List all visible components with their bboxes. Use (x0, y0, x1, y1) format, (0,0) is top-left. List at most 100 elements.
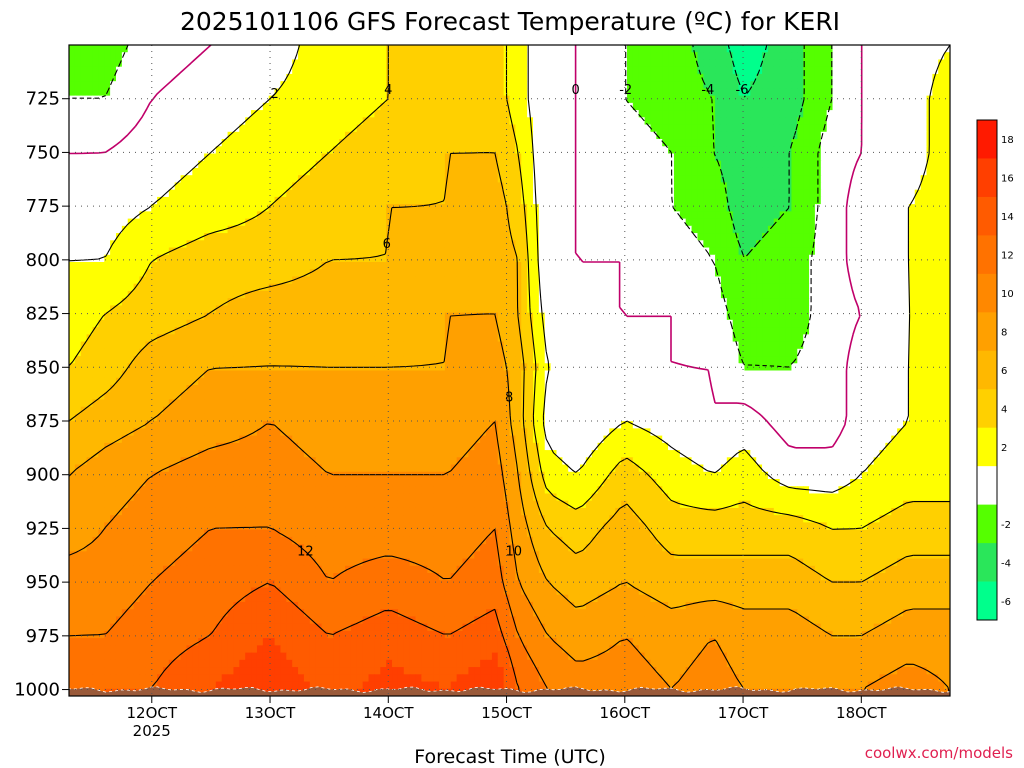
heat-cell (356, 124, 364, 133)
heat-cell (556, 189, 563, 198)
heat-cell (268, 225, 276, 234)
heat-cell (168, 88, 176, 97)
heat-cell (638, 139, 646, 147)
heat-cell (903, 167, 910, 176)
heat-cell (609, 211, 616, 220)
heat-cell (932, 269, 939, 278)
heat-cell (603, 81, 610, 89)
heat-cell (809, 81, 816, 89)
heat-cell (527, 182, 534, 191)
heat-cell (621, 81, 628, 89)
heat-cell (762, 211, 769, 220)
heat-cell (92, 52, 99, 61)
heat-cell (427, 131, 434, 140)
heat-cell (679, 59, 687, 68)
heat-cell (879, 167, 886, 176)
heat-cell (632, 73, 640, 82)
heat-cell (497, 211, 505, 220)
heat-cell (127, 262, 135, 270)
heat-cell (180, 254, 188, 263)
heat-cell (762, 102, 769, 111)
heat-cell (785, 262, 793, 270)
heat-cell (797, 146, 804, 155)
heat-cell (538, 81, 546, 89)
heat-cell (439, 233, 446, 241)
heat-cell (938, 59, 945, 68)
heat-cell (444, 153, 452, 162)
heat-cell (198, 254, 205, 263)
heat-cell (162, 153, 170, 162)
heat-cell (145, 182, 152, 191)
heat-cell (92, 276, 99, 285)
heat-cell (944, 110, 950, 118)
heat-cell (838, 110, 845, 118)
heat-cell (433, 175, 440, 184)
heat-cell (920, 124, 928, 133)
heat-cell (926, 182, 933, 191)
heat-cell (121, 218, 129, 227)
heat-cell (585, 110, 593, 118)
heat-cell (192, 59, 199, 68)
heat-cell (838, 175, 845, 184)
heat-cell (615, 240, 622, 249)
heat-cell (497, 225, 505, 234)
heat-cell (632, 131, 640, 140)
heat-cell (333, 196, 340, 205)
heat-cell (744, 160, 751, 169)
heat-cell (703, 262, 710, 270)
heat-cell (415, 124, 422, 133)
heat-cell (503, 240, 511, 249)
heat-cell (339, 110, 346, 118)
heat-cell (797, 269, 804, 278)
heat-cell (168, 73, 176, 82)
heat-cell (691, 110, 699, 118)
heat-cell (791, 189, 798, 198)
heat-cell (897, 269, 904, 278)
heat-cell (315, 95, 323, 104)
heat-cell (791, 247, 798, 256)
heat-cell (345, 146, 352, 155)
heat-cell (174, 225, 182, 234)
heat-cell (110, 131, 117, 140)
heat-cell (497, 276, 505, 285)
heat-cell (861, 117, 869, 126)
heat-cell (239, 117, 246, 126)
heat-cell (832, 269, 839, 278)
heat-cell (409, 196, 417, 205)
heat-cell (309, 254, 317, 263)
heat-cell (204, 262, 211, 270)
heat-cell (791, 276, 798, 285)
heat-cell (403, 81, 411, 89)
heat-cell (180, 225, 188, 234)
heat-cell (350, 247, 358, 256)
heat-cell (738, 146, 746, 155)
heat-cell (767, 218, 775, 227)
heat-cell (532, 52, 540, 61)
heat-cell (632, 211, 640, 220)
heat-cell (756, 102, 763, 111)
heat-cell (527, 247, 534, 256)
heat-cell (339, 283, 346, 292)
heat-cell (856, 66, 863, 75)
heat-cell (315, 102, 323, 111)
heat-cell (110, 139, 117, 147)
heat-cell (926, 276, 933, 285)
heat-cell (69, 73, 76, 82)
heat-cell (121, 175, 129, 184)
heat-cell (897, 153, 904, 162)
heat-cell (562, 218, 569, 227)
heat-cell (327, 175, 334, 184)
heat-cell (186, 45, 193, 53)
heat-cell (268, 131, 276, 140)
heat-cell (903, 218, 910, 227)
heat-cell (797, 52, 804, 61)
heat-cell (221, 211, 229, 220)
heat-cell (632, 45, 640, 53)
heat-cell (74, 45, 82, 53)
heat-cell (157, 254, 164, 263)
heat-cell (486, 276, 493, 285)
heat-cell (286, 131, 293, 140)
heat-cell (303, 102, 311, 111)
heat-cell (345, 73, 352, 82)
heat-cell (826, 81, 834, 89)
